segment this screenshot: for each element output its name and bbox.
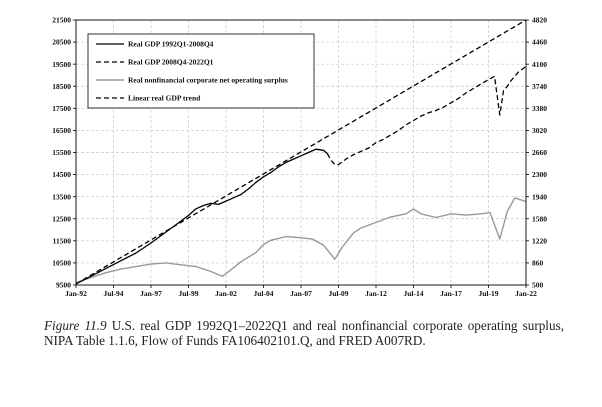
legend-label: Linear real GDP trend (128, 94, 201, 103)
y-left-tick-label: 14500 (52, 170, 71, 179)
x-tick-label: Jul-09 (328, 289, 348, 298)
y-right-tick-label: 3740 (532, 82, 547, 91)
y-left-tick-label: 9500 (56, 281, 71, 290)
y-right-tick-label: 4820 (532, 16, 547, 25)
y-left-tick-label: 10500 (52, 259, 71, 268)
y-right-tick-label: 1940 (532, 192, 547, 201)
x-tick-label: Jan-97 (140, 289, 162, 298)
y-right-tick-label: 2660 (532, 148, 547, 157)
y-right-tick-label: 4460 (532, 38, 547, 47)
y-left-tick-label: 17500 (52, 104, 71, 113)
x-tick-label: Jan-12 (365, 289, 387, 298)
x-tick-label: Jan-07 (290, 289, 312, 298)
x-tick-label: Jul-14 (403, 289, 423, 298)
series-lines (75, 19, 527, 285)
x-tick-label: Jan-02 (215, 289, 237, 298)
y-right-tick-label: 3020 (532, 126, 547, 135)
y-left-tick-label: 21500 (52, 16, 71, 25)
caption-text: U.S. real GDP 1992Q1–2022Q1 and real non… (44, 318, 564, 349)
y-left-tick-label: 19500 (52, 60, 71, 69)
line-chart: 9500 500 10500 860 11500 1220 12500 1580 13500 19… (52, 16, 547, 298)
x-tick-label: Jul-04 (253, 289, 273, 298)
y-left-tick-label: 16500 (52, 126, 71, 135)
caption-label: Figure 11.9 (44, 318, 107, 333)
series-line-3 (75, 197, 527, 284)
y-right-tick-label: 1580 (532, 214, 547, 223)
series-line-2 (326, 65, 527, 166)
legend-box (87, 33, 315, 109)
legend: Real GDP 1992Q1-2008Q4 Real GDP 2008Q4-20… (87, 33, 315, 109)
y-right-tick-label: 2300 (532, 170, 547, 179)
y-left-tick-label: 15500 (52, 148, 71, 157)
y-left-tick-label: 18500 (52, 82, 71, 91)
x-tick-label: Jul-19 (478, 289, 498, 298)
x-tick-label: Jan-92 (65, 289, 87, 298)
y-left-tick-label: 13500 (52, 192, 71, 201)
y-right-tick-label: 1220 (532, 236, 547, 245)
legend-label: Real GDP 2008Q4-2022Q1 (128, 58, 214, 67)
x-tick-label: Jul-94 (103, 289, 123, 298)
series-line-4 (75, 19, 527, 285)
figure-caption: Figure 11.9 U.S. real GDP 1992Q1–2022Q1 … (44, 318, 564, 348)
legend-label: Real GDP 1992Q1-2008Q4 (128, 40, 214, 49)
axis-ticks: 9500 500 10500 860 11500 1220 12500 1580 13500 19… (52, 16, 547, 298)
x-tick-label: Jul-99 (178, 289, 198, 298)
x-tick-label: Jan-17 (440, 289, 462, 298)
legend-label: Real nonfinancial corporate net operatin… (128, 76, 288, 85)
y-right-tick-label: 500 (532, 281, 544, 290)
y-right-tick-label: 4100 (532, 60, 547, 69)
y-left-tick-label: 20500 (52, 38, 71, 47)
series-line-1 (75, 148, 328, 285)
y-right-tick-label: 860 (532, 259, 544, 268)
y-left-tick-label: 11500 (53, 236, 72, 245)
y-left-tick-label: 12500 (52, 214, 71, 223)
x-tick-label: Jan-22 (515, 289, 537, 298)
y-right-tick-label: 3380 (532, 104, 547, 113)
